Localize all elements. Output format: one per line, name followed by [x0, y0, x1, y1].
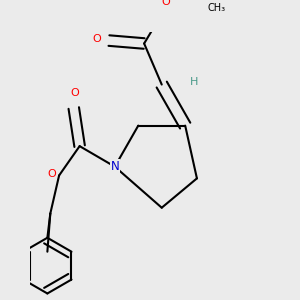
Text: H: H — [190, 76, 198, 87]
Text: O: O — [71, 88, 80, 98]
Text: O: O — [47, 169, 56, 179]
Text: N: N — [110, 160, 119, 173]
Text: O: O — [162, 0, 170, 8]
Text: CH₃: CH₃ — [207, 3, 225, 13]
Text: O: O — [93, 34, 102, 44]
